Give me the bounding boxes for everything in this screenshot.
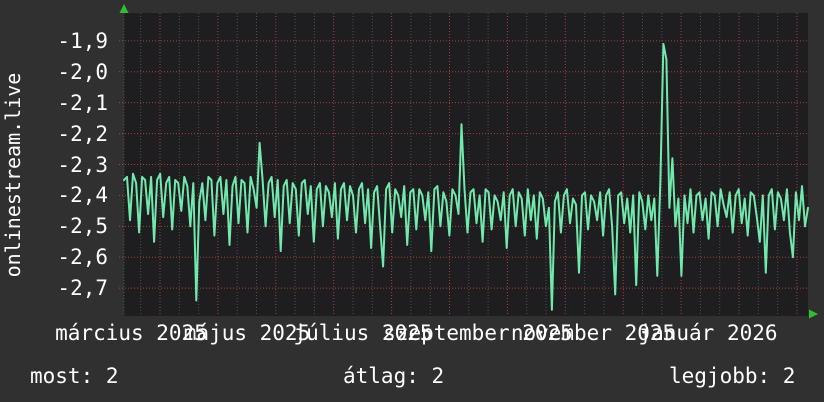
y-axis-arrow-icon — [119, 4, 129, 13]
x-tick-label: január 2026 — [638, 321, 778, 345]
stat-best: legjobb: 2 — [669, 364, 796, 388]
y-tick-label: -2,4 — [57, 183, 108, 208]
y-tick-label: -2,0 — [57, 59, 108, 84]
y-tick-label: -2,5 — [57, 214, 108, 239]
x-tick-label: május 2025 — [183, 321, 311, 345]
vertical-site-label: onlinestream.live — [1, 72, 25, 278]
y-tick-label: -2,3 — [57, 152, 108, 177]
x-tick-label: szeptember 2025 — [383, 321, 573, 345]
x-tick-label: július 2025 — [293, 321, 433, 345]
y-tick-label: -2,1 — [57, 90, 108, 115]
x-axis-arrow-icon — [809, 309, 818, 319]
x-tick-label: március 2025 — [55, 321, 207, 345]
y-tick-label: -2,6 — [57, 245, 108, 270]
x-tick-label: november 2025 — [510, 321, 676, 345]
y-tick-label: -1,9 — [57, 28, 108, 53]
stat-average: átlag: 2 — [343, 364, 445, 388]
y-tick-label: -2,7 — [57, 276, 108, 301]
y-tick-label: -2,2 — [57, 121, 108, 146]
plot-area — [124, 13, 808, 316]
data-series-line — [123, 42, 809, 311]
stat-current: most: 2 — [30, 364, 119, 388]
